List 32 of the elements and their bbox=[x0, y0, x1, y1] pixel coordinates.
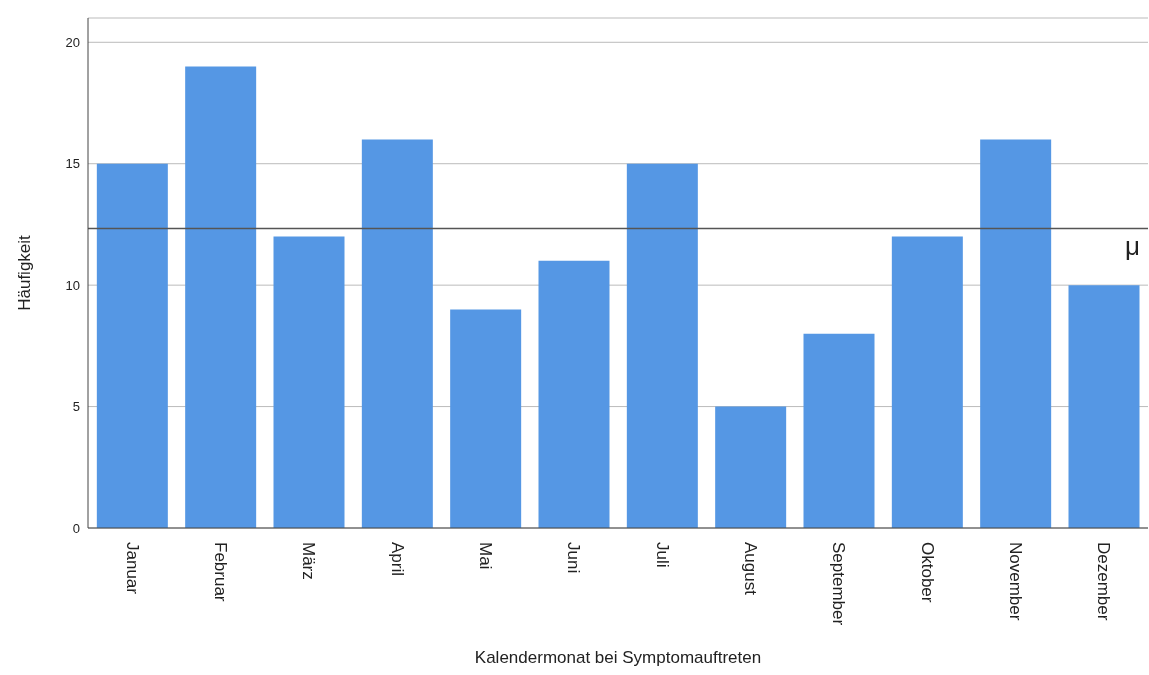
y-tick-label: 15 bbox=[65, 156, 80, 172]
x-tick-label: Januar bbox=[122, 542, 142, 595]
x-tick-label: Dezember bbox=[1094, 542, 1114, 621]
x-tick-label: Juni bbox=[564, 542, 584, 574]
x-tick-label: Mai bbox=[476, 542, 495, 570]
bar bbox=[273, 236, 345, 528]
bar bbox=[803, 333, 875, 528]
x-tick-label: April bbox=[387, 542, 407, 577]
x-axis-title: Kalendermonat bei Symptomauftreten bbox=[474, 648, 762, 667]
x-tick-label: März bbox=[299, 542, 319, 580]
y-tick-label: 5 bbox=[72, 399, 80, 415]
y-tick-label: 0 bbox=[72, 520, 80, 536]
y-tick-label: 20 bbox=[65, 34, 80, 50]
x-tick-label: September bbox=[829, 542, 849, 626]
x-tick-label: Februar bbox=[211, 542, 230, 602]
y-tick-label: 10 bbox=[65, 277, 80, 293]
bar bbox=[361, 139, 433, 528]
y-axis-title: Häufigkeit bbox=[15, 234, 35, 311]
ref-line-label: μ bbox=[1125, 231, 1140, 262]
bar bbox=[891, 236, 963, 528]
bar bbox=[715, 406, 787, 528]
bar bbox=[980, 139, 1052, 528]
bar bbox=[538, 260, 610, 528]
bar bbox=[450, 309, 522, 528]
x-tick-label: August bbox=[741, 542, 760, 596]
x-tick-label: Juli bbox=[652, 542, 672, 568]
bar bbox=[1068, 285, 1140, 528]
bar bbox=[626, 163, 698, 528]
bar bbox=[96, 163, 168, 528]
x-tick-label: Oktober bbox=[917, 542, 937, 603]
x-tick-label: November bbox=[1006, 542, 1025, 621]
bar bbox=[185, 66, 257, 528]
